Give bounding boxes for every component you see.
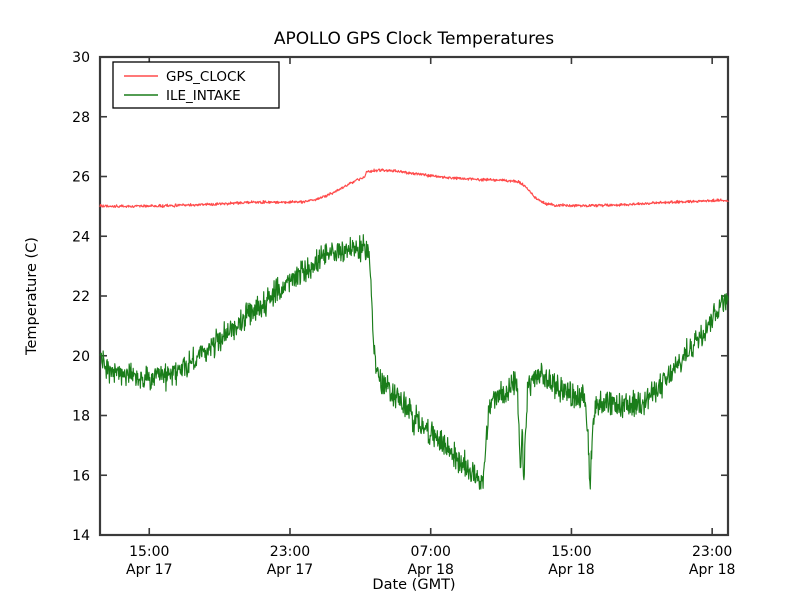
y-tick-label: 18 <box>72 409 90 425</box>
chart-legend[interactable]: GPS_CLOCK ILE_INTAKE <box>112 61 280 109</box>
y-tick-label: 14 <box>72 528 90 544</box>
y-tick-label: 16 <box>72 468 90 484</box>
y-tick-label: 24 <box>72 229 90 245</box>
x-tick-label-time: 07:00 <box>411 544 451 560</box>
x-axis-ticks: 15:00 Apr 17 23:00 Apr 17 07:00 Apr 18 15:00 Ap… <box>126 57 735 578</box>
chart-title: APOLLO GPS Clock Temperatures <box>274 29 554 49</box>
y-tick-label: 28 <box>72 110 90 126</box>
x-tick-label-date: Apr 18 <box>548 562 594 578</box>
y-tick-label: 30 <box>72 50 90 66</box>
legend-label-ile-intake: ILE_INTAKE <box>166 88 241 104</box>
legend-background <box>112 61 280 109</box>
y-axis-ticks: 14 16 18 20 22 24 26 28 30 <box>72 50 728 544</box>
x-tick-label-time: 23:00 <box>692 544 732 560</box>
x-tick-label-time: 15:00 <box>551 544 591 560</box>
x-tick-label-date: Apr 18 <box>407 562 453 578</box>
y-tick-label: 20 <box>72 349 90 365</box>
y-axis-label: Temperature (C) <box>24 237 40 356</box>
y-tick-label: 26 <box>72 170 90 186</box>
y-tick-label: 22 <box>72 289 90 305</box>
legend-label-gps-clock: GPS_CLOCK <box>166 69 246 85</box>
x-axis-label: Date (GMT) <box>372 577 455 593</box>
x-tick-label-date: Apr 18 <box>689 562 735 578</box>
x-tick-label-time: 23:00 <box>270 544 310 560</box>
x-tick-label-time: 15:00 <box>129 544 169 560</box>
series-line-gps-clock <box>99 168 729 208</box>
data-series-group <box>99 168 729 490</box>
series-line-ile-intake <box>99 234 729 490</box>
x-tick-label-date: Apr 17 <box>267 562 313 578</box>
x-tick-label-date: Apr 17 <box>126 562 172 578</box>
